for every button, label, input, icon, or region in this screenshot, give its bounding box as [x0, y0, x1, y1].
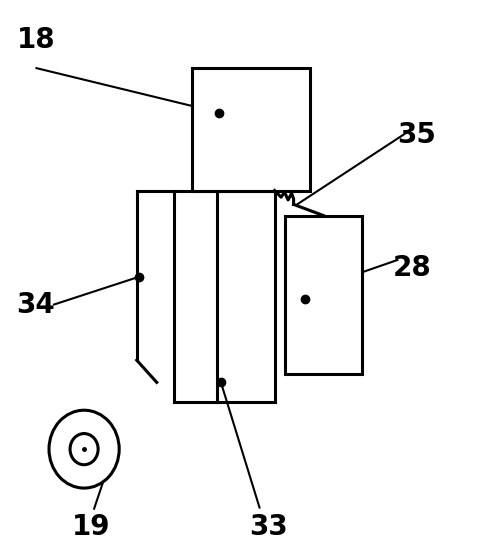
Text: 19: 19 — [72, 513, 110, 541]
Text: 33: 33 — [249, 513, 288, 541]
Bar — [192, 68, 309, 191]
Text: 34: 34 — [17, 291, 55, 319]
Text: 28: 28 — [392, 254, 431, 282]
Bar — [285, 216, 362, 374]
Circle shape — [49, 410, 119, 488]
Text: 18: 18 — [17, 26, 55, 54]
Circle shape — [70, 434, 98, 465]
Text: 35: 35 — [397, 121, 436, 149]
